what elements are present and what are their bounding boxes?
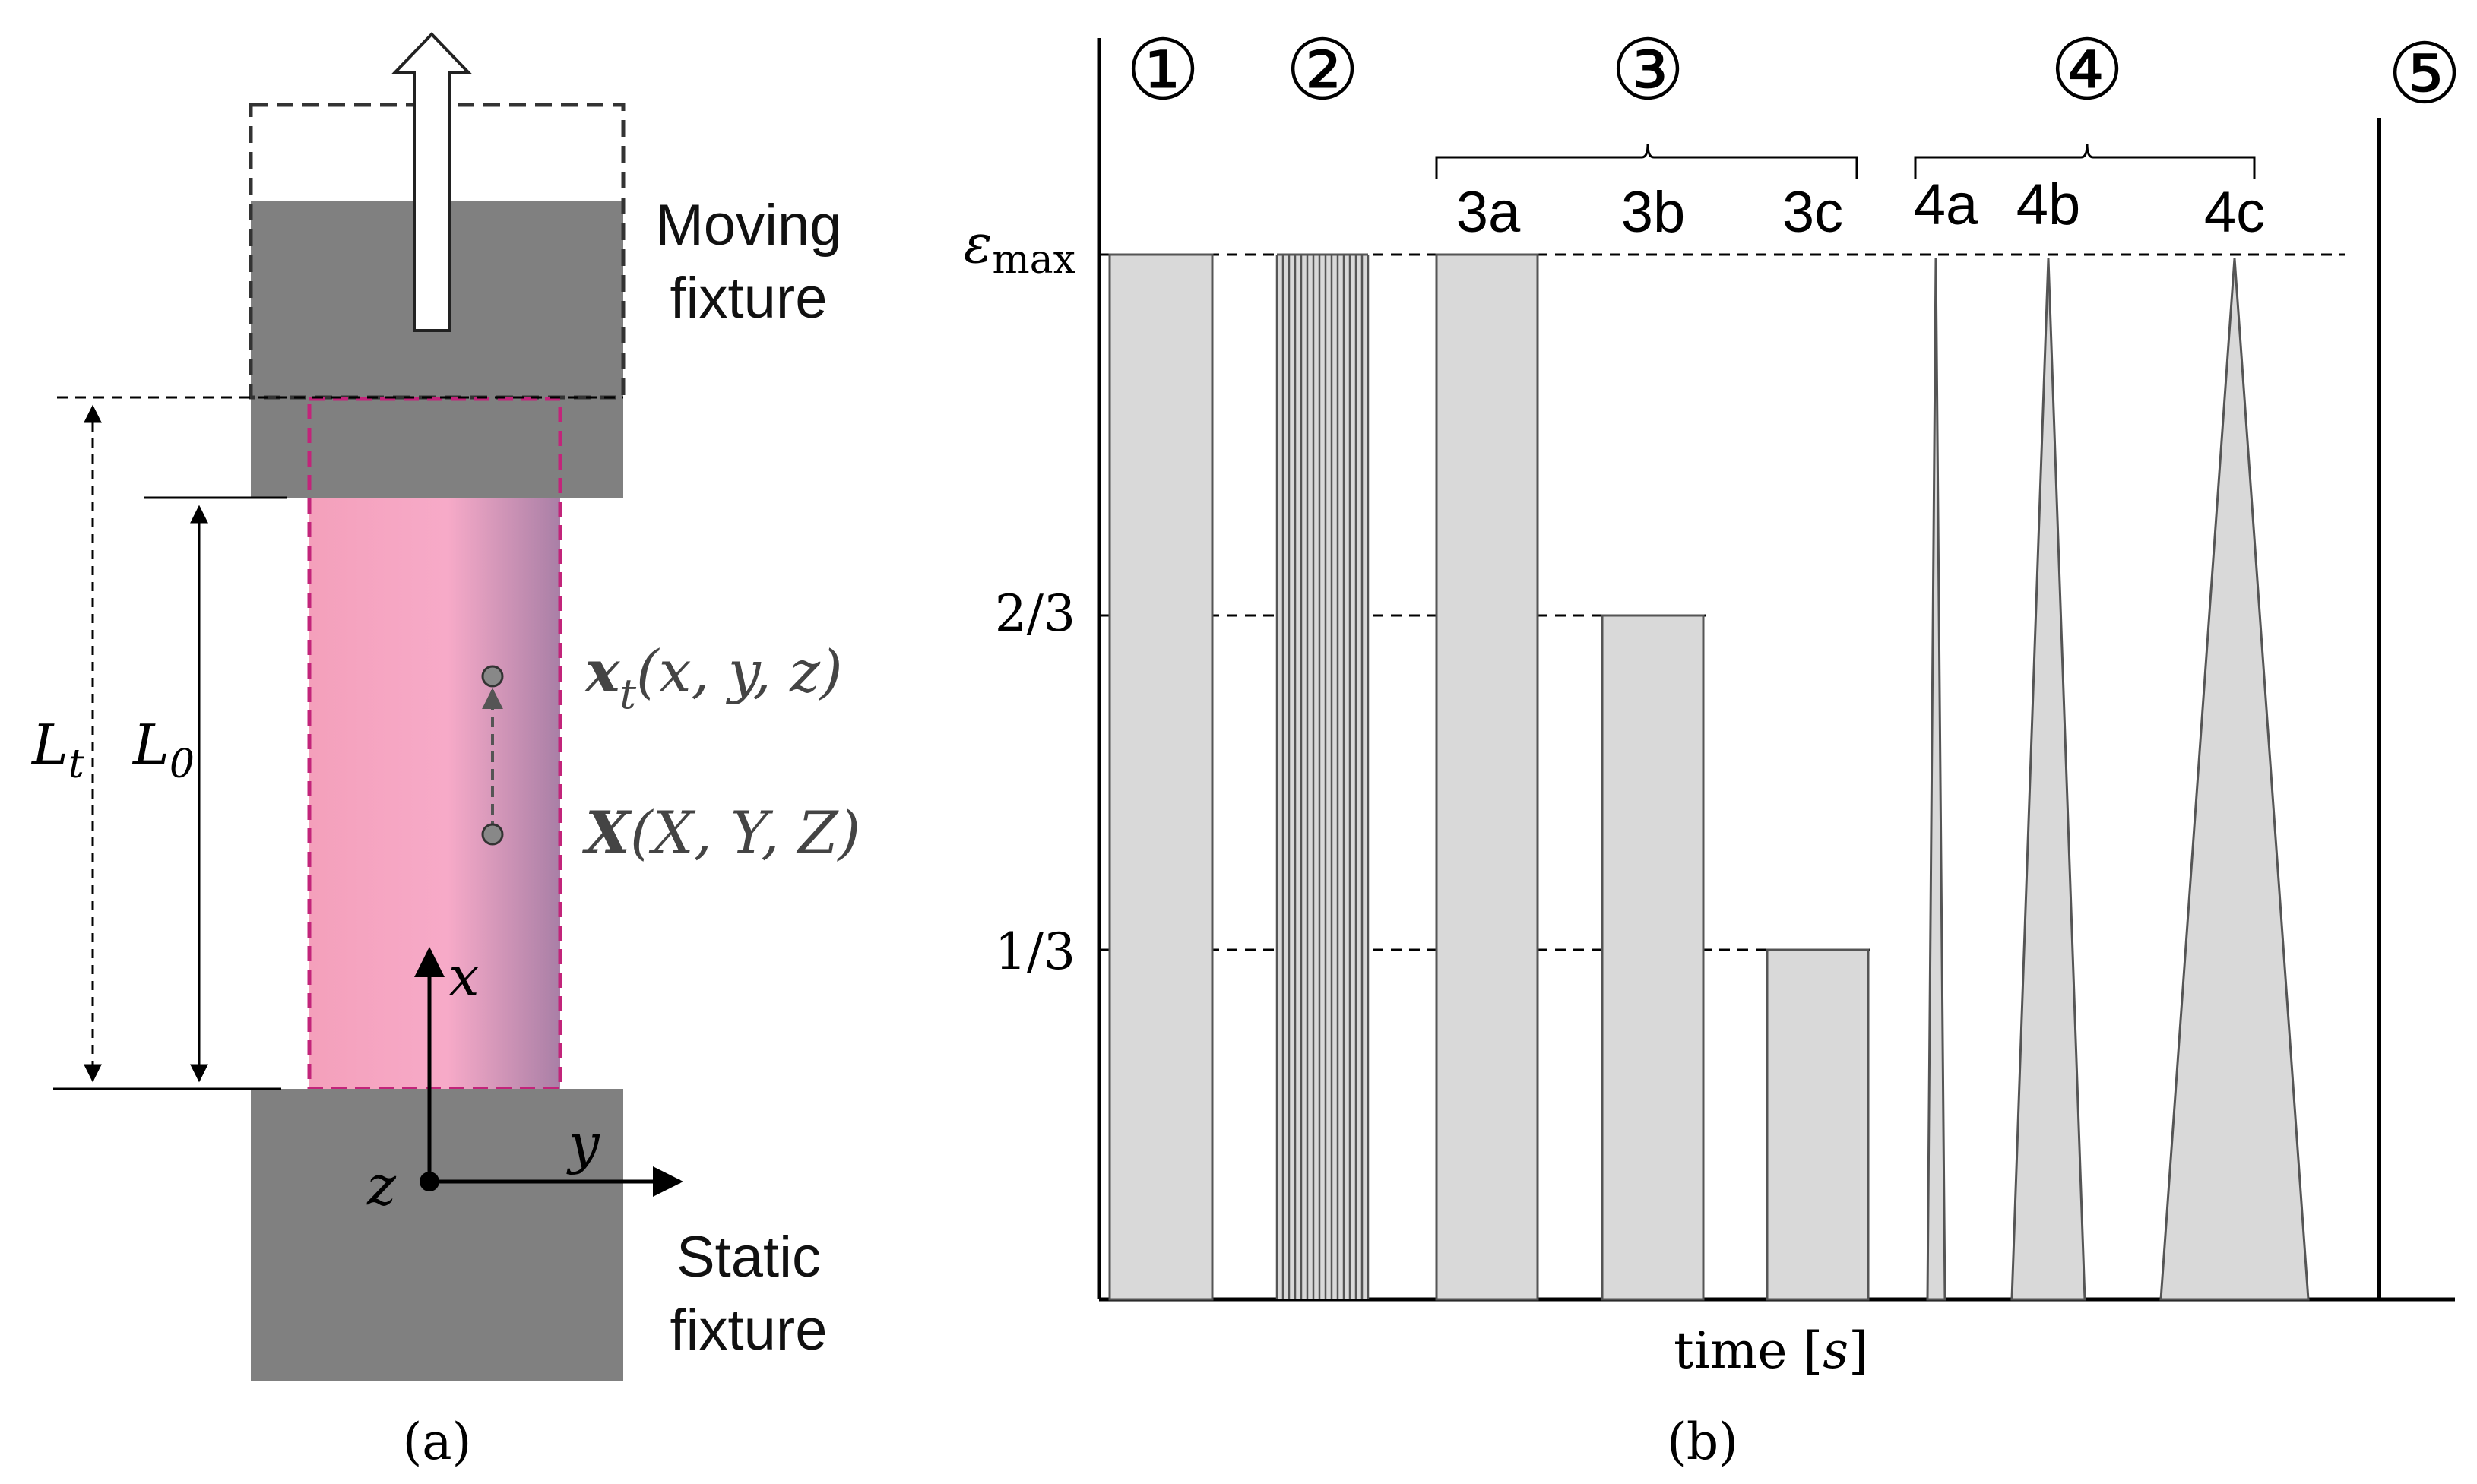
phase-3c-hold <box>1766 948 1870 1301</box>
axis-label-z: z <box>366 1153 397 1217</box>
sub-label-4b: 4b <box>2016 172 2081 237</box>
sub-label-4a: 4a <box>1914 172 1978 237</box>
panel-a: Lt L0 xt(x, y, z) X(X, Y, Z) x y z Movin… <box>30 32 860 1471</box>
phase-label-4: ④ <box>2050 24 2125 117</box>
current-point-marker <box>481 665 504 688</box>
sub-label-3c: 3c <box>1782 180 1843 245</box>
y-tick-two-thirds: 2/3 <box>995 584 1075 643</box>
phase-label-1: ① <box>1126 24 1201 117</box>
phase-label-5: ⑤ <box>2387 27 2463 121</box>
panel-b-caption: (b) <box>1667 1413 1738 1471</box>
panel-a-caption: (a) <box>403 1413 472 1471</box>
phase-3a-hold <box>1435 253 1539 1301</box>
static-fixture-label: Static fixture <box>670 1225 828 1362</box>
label-reference-point: X(X, Y, Z) <box>582 799 860 866</box>
sub-label-3b: 3b <box>1621 180 1686 245</box>
sub-label-4c: 4c <box>2204 180 2265 245</box>
specimen <box>309 498 560 1089</box>
moving-fixture-label: Moving fixture <box>656 193 842 331</box>
y-tick-one-third: 1/3 <box>995 922 1075 981</box>
phase-4a-ramp <box>1926 258 1946 1301</box>
axis-label-x: x <box>448 945 480 1008</box>
label-lt: Lt <box>30 713 84 787</box>
panel-b: εmax 2/3 1/3 ① ② ③ ④ ⑤ 3a 3b 3c 4a 4b 4c… <box>964 24 2463 1471</box>
sub-label-3a: 3a <box>1456 180 1521 245</box>
label-current-point: xt(x, y, z) <box>584 638 843 718</box>
origin-dot <box>420 1172 439 1191</box>
phase-4b-ramp <box>2010 258 2086 1301</box>
phase-1-hold <box>1108 253 1214 1301</box>
phase-3b-hold <box>1601 614 1705 1301</box>
phase-2-cycles <box>1275 253 1370 1299</box>
reference-point-marker <box>481 823 504 846</box>
phase-4-brace <box>1914 144 2256 179</box>
static-fixture-block <box>251 1089 623 1381</box>
phase-4c-ramp <box>2159 258 2310 1301</box>
phase-2-fill <box>1277 255 1368 1299</box>
x-axis-label: time [s] <box>1674 1321 1868 1380</box>
pull-direction-arrow <box>391 32 472 332</box>
y-tick-emax: εmax <box>964 213 1075 283</box>
phase-label-3: ③ <box>1611 24 1686 117</box>
phase-3-brace <box>1435 144 1858 179</box>
phase-label-2: ② <box>1285 24 1360 117</box>
axis-label-y: y <box>566 1112 600 1175</box>
label-l0: L0 <box>131 713 195 787</box>
